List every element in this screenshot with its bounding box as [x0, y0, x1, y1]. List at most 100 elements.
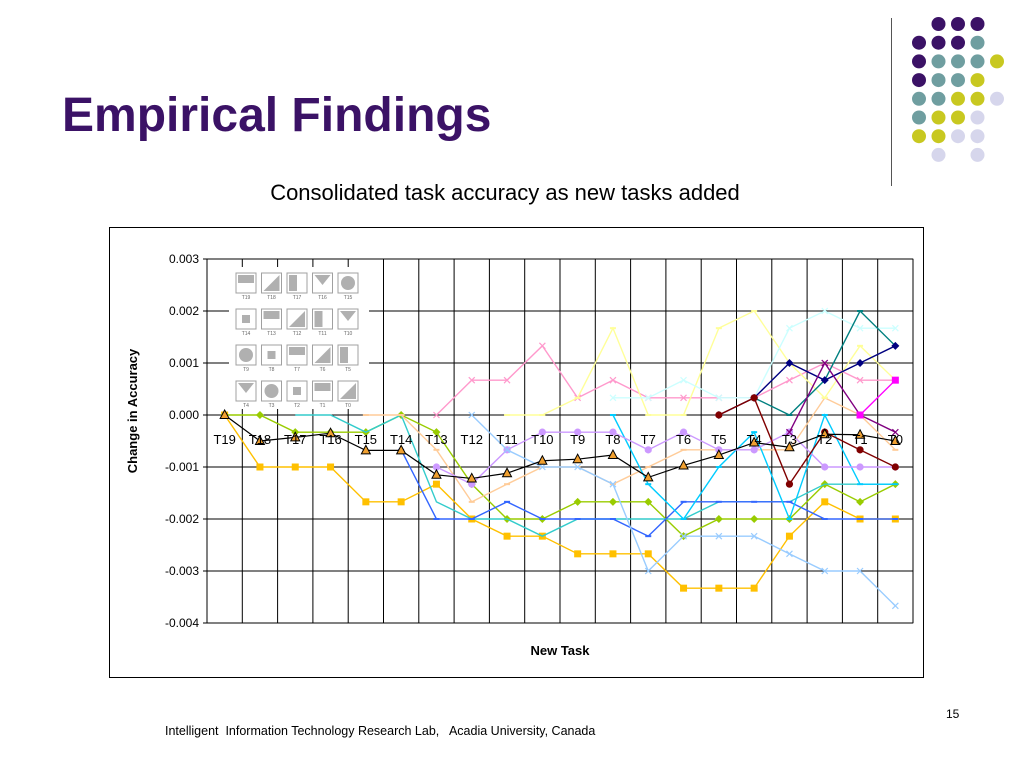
data-point — [537, 454, 548, 465]
task-shape-label: T16 — [318, 295, 327, 301]
series-line — [859, 379, 896, 416]
data-point — [856, 376, 864, 384]
decor-dot — [951, 54, 965, 69]
data-point — [856, 567, 864, 575]
data-point — [360, 444, 372, 455]
data-point — [750, 446, 758, 454]
task-shape-label: T13 — [267, 331, 276, 337]
y-tick-label: 0.002 — [169, 304, 199, 318]
task-shape-label: T10 — [344, 331, 353, 337]
x-tick-label: T1 — [852, 432, 867, 447]
task-shape — [314, 311, 323, 327]
x-tick-label: T15 — [355, 432, 377, 447]
data-point — [574, 428, 582, 436]
data-point — [256, 463, 264, 471]
data-point — [468, 376, 476, 384]
y-tick-label: -0.004 — [165, 616, 199, 630]
x-tick-label: T6 — [676, 432, 691, 447]
data-point — [821, 359, 829, 367]
data-point — [644, 394, 652, 402]
x-tick-label: T9 — [570, 432, 585, 447]
line-chart: T19 T18 T17 T16 T15 T14 T13 T12 T11 T10 T9 T8 T7 T6 T5… — [125, 252, 914, 658]
task-shape-label: T9 — [243, 367, 249, 373]
x-tick-label: T17 — [284, 432, 306, 447]
page-number: 15 — [946, 707, 960, 721]
data-point — [503, 532, 511, 540]
task-shape-label: T6 — [320, 367, 326, 373]
data-point — [821, 567, 829, 575]
decor-dot — [970, 91, 985, 106]
task-shape-label: T1 — [320, 403, 326, 409]
data-point — [538, 463, 546, 471]
x-axis-title: New Task — [530, 643, 590, 658]
x-tick-label: T11 — [496, 432, 517, 447]
decor-dot — [970, 54, 985, 69]
task-shape-label: T3 — [269, 403, 275, 409]
series-line — [507, 310, 896, 416]
x-tick-label: T7 — [641, 432, 656, 447]
data-point — [821, 463, 829, 471]
x-tick-label: T13 — [425, 432, 447, 447]
data-point — [891, 463, 899, 471]
decor-dot — [951, 91, 965, 106]
data-point — [538, 342, 546, 350]
decor-dot — [912, 35, 926, 50]
data-point — [607, 448, 619, 460]
x-tick-label: T14 — [390, 432, 412, 447]
decor-dot — [970, 73, 985, 88]
decor-dot — [970, 17, 985, 31]
x-tick-label: T3 — [782, 432, 797, 447]
data-point — [501, 467, 513, 478]
task-shape — [264, 384, 279, 398]
task-shape-label: T0 — [345, 403, 351, 409]
data-point — [255, 411, 264, 419]
decor-dot — [931, 91, 946, 106]
series-line — [436, 431, 896, 486]
x-tick-label: T8 — [605, 432, 620, 447]
data-point — [891, 341, 900, 350]
footer-text: Intelligent Information Technology Resea… — [165, 724, 596, 738]
task-shape — [341, 276, 355, 290]
data-point — [785, 532, 793, 540]
task-shape-label: T11 — [318, 331, 326, 337]
data-point — [891, 324, 899, 332]
data-point — [468, 411, 476, 419]
data-point — [890, 434, 901, 445]
task-shape-label: T8 — [269, 367, 275, 373]
slide-title: Empirical Findings — [62, 89, 492, 142]
data-point — [786, 428, 793, 436]
series-line — [224, 414, 896, 589]
data-point — [750, 584, 758, 592]
data-point — [503, 376, 511, 384]
task-shape-label: T19 — [242, 295, 251, 301]
data-point — [432, 480, 440, 488]
data-point — [609, 376, 617, 384]
data-point — [856, 359, 865, 367]
decor-dot — [951, 110, 965, 125]
data-point — [572, 453, 583, 464]
x-tick-label: T19 — [213, 432, 235, 447]
data-point — [433, 411, 440, 419]
task-shape — [238, 275, 254, 283]
task-shape — [340, 383, 356, 399]
task-shape — [314, 275, 331, 285]
series-line — [435, 344, 896, 416]
decorative-dot-grid — [912, 17, 1004, 162]
series-line — [788, 361, 896, 433]
task-shape — [242, 315, 250, 323]
task-shape — [267, 351, 276, 359]
x-tick-label: T4 — [747, 432, 762, 447]
data-point — [680, 394, 687, 402]
data-point — [786, 376, 793, 384]
decor-dot — [951, 35, 965, 50]
decor-dot — [912, 54, 926, 69]
data-point — [289, 431, 301, 442]
data-point — [680, 376, 687, 384]
decor-dot — [970, 147, 985, 162]
task-shape — [289, 347, 305, 355]
chart-subtitle: Consolidated task accuracy as new tasks … — [270, 180, 740, 205]
data-point — [891, 428, 899, 436]
y-tick-label: -0.001 — [165, 460, 199, 474]
data-point — [219, 408, 230, 419]
data-point — [609, 550, 617, 558]
